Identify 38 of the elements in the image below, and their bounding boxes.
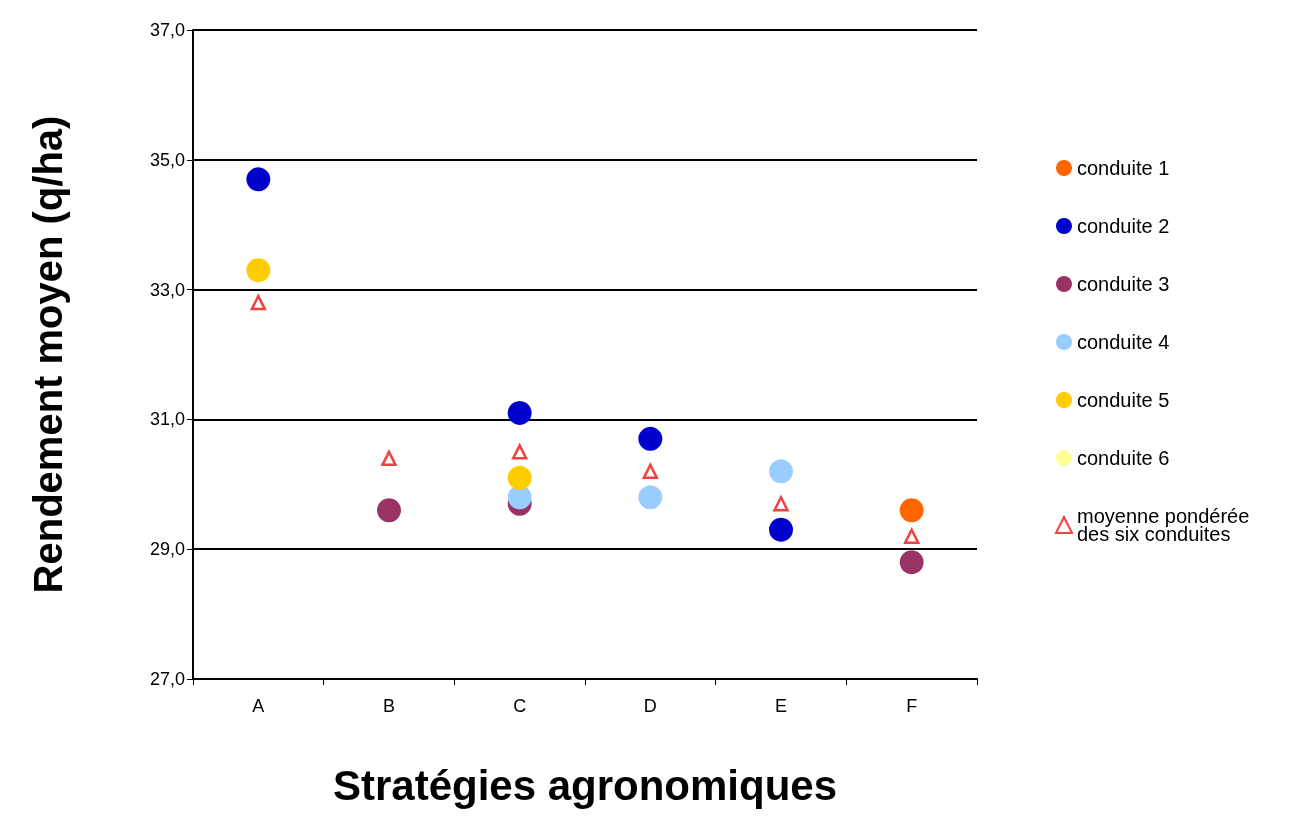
point (899, 498, 924, 523)
point (642, 463, 659, 480)
y-axis-title: Rendement moyen (q/ha) (26, 115, 70, 594)
y-tick-label: 35,0 (149, 149, 185, 170)
x-tick-label: E (774, 696, 788, 716)
point (511, 444, 528, 460)
x-tick-label: F (906, 696, 918, 716)
x-tick-label: A (252, 696, 265, 716)
legend-label: conduite 1 (1077, 157, 1170, 179)
x-tick-label: B (382, 696, 396, 716)
point (899, 550, 924, 575)
y-tick-label: 33,0 (149, 279, 185, 300)
point (903, 528, 920, 544)
y-tick-label: 27,0 (149, 669, 185, 689)
legend-label: conduite 2 (1077, 215, 1170, 237)
legend-label: conduite 4 (1077, 331, 1170, 353)
y-tick-label: 31,0 (149, 409, 185, 430)
y-tick-label: 29,0 (149, 539, 185, 560)
legend-label: moyenne pondérée des six conduites (1077, 505, 1255, 545)
point (769, 517, 793, 542)
point (638, 426, 663, 451)
x-axis-title: Stratégies agronomiques (332, 761, 838, 809)
point (773, 496, 789, 512)
point (507, 465, 532, 490)
point (377, 498, 401, 523)
point (246, 167, 271, 192)
point (381, 450, 397, 467)
point (769, 459, 793, 484)
legend-label: conduite 3 (1077, 273, 1170, 295)
legend-label: conduite 5 (1077, 389, 1170, 411)
point (507, 400, 532, 425)
legend-label: conduite 6 (1077, 447, 1170, 469)
point (250, 294, 267, 311)
x-tick-label: D (643, 696, 657, 716)
x-tick-label: C (513, 696, 527, 716)
point (638, 485, 663, 510)
y-tick-label: 37,0 (149, 20, 185, 40)
point (246, 258, 271, 283)
